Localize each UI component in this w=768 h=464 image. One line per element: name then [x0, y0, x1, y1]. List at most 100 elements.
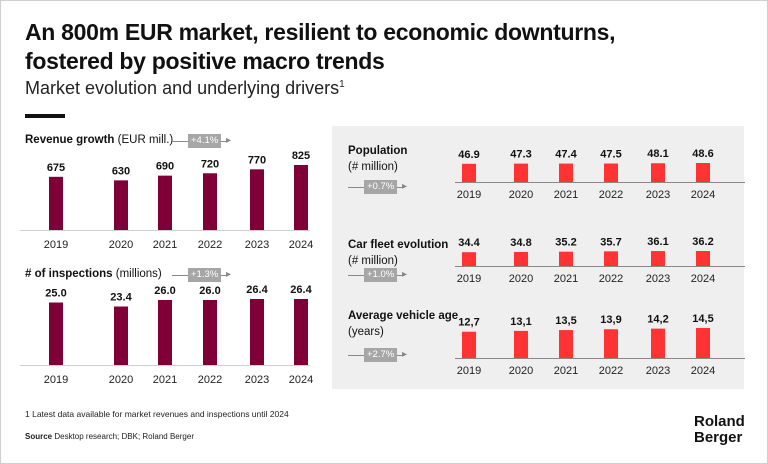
tick-label: 2023 — [245, 239, 269, 251]
data-label: 12,7 — [458, 317, 479, 329]
bar-2024 — [294, 299, 308, 365]
data-label: 770 — [248, 154, 266, 166]
tick-label: 2023 — [245, 374, 269, 386]
revenue-unit: (EUR mill.) — [117, 134, 174, 146]
bar-2024 — [696, 163, 710, 182]
bar-2021 — [559, 251, 573, 266]
bar-2022 — [604, 163, 618, 182]
cagr-badge: +4.1% — [188, 134, 222, 148]
vehicleage-unit: (years) — [348, 326, 384, 338]
accent-bar — [25, 114, 65, 118]
source-text: Desktop research; DBK; Roland Berger — [54, 432, 194, 441]
tick-label: 2020 — [109, 239, 133, 251]
bar-2023 — [651, 163, 665, 182]
population-cagr: +0.7% ▸ — [348, 180, 410, 194]
data-label: 46.9 — [458, 149, 479, 161]
bar-2019 — [462, 331, 476, 358]
data-label: 26.0 — [154, 285, 175, 297]
bar-2022 — [604, 329, 618, 358]
vehicleage-title: Average vehicle age — [348, 310, 459, 322]
tick-label: 2020 — [509, 365, 533, 376]
tick-label: 2021 — [554, 189, 578, 200]
tick-label: 2021 — [554, 365, 578, 376]
tick-label: 2019 — [44, 374, 68, 386]
data-label: 48.6 — [692, 148, 713, 160]
data-label: 47.4 — [555, 149, 577, 161]
subtitle-text: Market evolution and underlying drivers — [25, 78, 340, 98]
data-label: 47.3 — [510, 149, 531, 161]
tick-label: 2024 — [289, 374, 313, 386]
data-label: 14,5 — [692, 313, 713, 325]
data-label: 825 — [292, 150, 310, 162]
tick-label: 2020 — [509, 189, 533, 200]
data-label: 675 — [47, 162, 65, 174]
tick-label: 2019 — [457, 189, 481, 200]
bar-2021 — [158, 175, 172, 230]
logo-line-2: Berger — [694, 429, 743, 446]
tick-label: 2023 — [646, 273, 670, 284]
data-label: 35.7 — [600, 236, 621, 248]
tick-label: 2024 — [691, 273, 715, 284]
arrow-right-icon: ▸ — [226, 135, 232, 146]
data-label: 26.4 — [246, 284, 268, 296]
carfleet-unit: (# million) — [348, 255, 398, 267]
tick-label: 2024 — [289, 239, 313, 251]
data-label: 34.4 — [458, 237, 480, 249]
bar-2019 — [49, 176, 63, 230]
bar-2024 — [294, 165, 308, 230]
tick-label: 2019 — [457, 273, 481, 284]
bar-2021 — [559, 163, 573, 182]
tick-label: 2020 — [109, 374, 133, 386]
tick-label: 2020 — [509, 273, 533, 284]
tick-label: 2019 — [44, 239, 68, 251]
source-label: Source — [25, 432, 53, 441]
tick-label: 2024 — [691, 189, 715, 200]
bar-2022 — [604, 251, 618, 266]
population-chart-title: Population (# million) — [348, 143, 407, 175]
tick-label: 2023 — [646, 189, 670, 200]
data-label: 13,5 — [555, 315, 576, 327]
bar-2023 — [250, 299, 264, 365]
bar-2022 — [203, 173, 217, 230]
tick-label: 2019 — [457, 365, 481, 376]
bar-2020 — [514, 163, 528, 182]
bar-2020 — [514, 251, 528, 266]
bar-2019 — [462, 163, 476, 182]
tick-label: 2021 — [153, 239, 177, 251]
bar-2023 — [651, 251, 665, 266]
data-label: 720 — [201, 158, 219, 170]
bar-2023 — [651, 328, 665, 358]
tick-label: 2023 — [646, 365, 670, 376]
vehicleage-cagr: +2.7% ▸ — [348, 348, 410, 362]
bar-2020 — [114, 306, 128, 365]
cagr-badge: +2.7% — [364, 348, 398, 362]
title-line-1: An 800m EUR market, resilient to economi… — [25, 19, 616, 45]
bar-2019 — [49, 302, 63, 365]
tick-label: 2021 — [554, 273, 578, 284]
bar-2024 — [696, 328, 710, 358]
tick-label: 2022 — [198, 239, 222, 251]
arrow-right-icon: ▸ — [226, 269, 232, 280]
data-label: 34.8 — [510, 237, 531, 249]
inspections-cagr: +1.3% ▸ — [172, 268, 234, 282]
arrow-right-icon: ▸ — [402, 349, 408, 360]
carfleet-title: Car fleet evolution — [348, 239, 449, 251]
data-label: 25.0 — [45, 288, 66, 300]
arrow-right-icon: ▸ — [402, 269, 408, 280]
inspections-chart-title: # of inspections (millions) — [25, 268, 162, 280]
inspections-title: # of inspections — [25, 268, 113, 280]
data-label: 13,1 — [510, 316, 531, 328]
cagr-badge: +1.3% — [188, 268, 222, 282]
cagr-badge: +1.0% — [364, 268, 398, 282]
data-label: 26.4 — [290, 284, 312, 296]
vehicleage-chart-title: Average vehicle age (years) — [348, 308, 458, 340]
tick-label: 2022 — [599, 189, 623, 200]
data-label: 36.1 — [647, 236, 668, 248]
revenue-chart-title: Revenue growth (EUR mill.) — [25, 134, 173, 146]
page-title: An 800m EUR market, resilient to economi… — [25, 18, 725, 76]
footnote: 1 Latest data available for market reven… — [25, 409, 289, 419]
data-label: 690 — [156, 161, 174, 173]
data-label: 47.5 — [600, 149, 621, 161]
tick-label: 2022 — [599, 273, 623, 284]
tick-label: 2022 — [198, 374, 222, 386]
